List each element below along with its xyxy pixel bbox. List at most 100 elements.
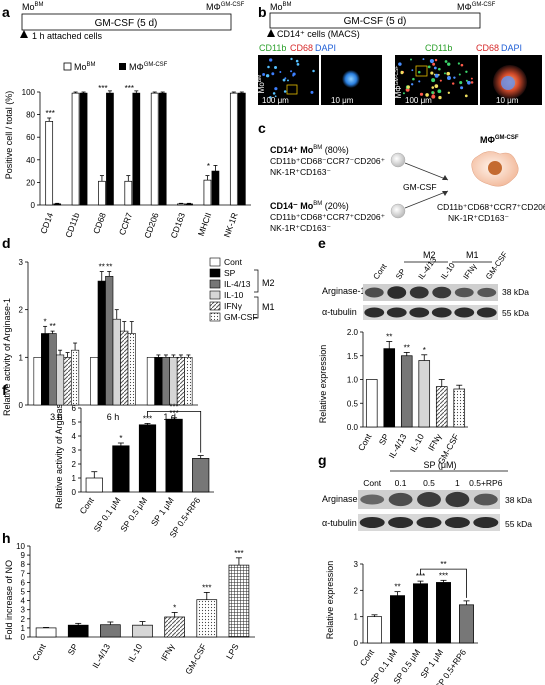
cell-dot [274,87,278,91]
y-tick-label-e: 1.0 [347,376,359,385]
legend-label-mphi: MΦGM-CSF [129,62,168,72]
sig-label-f: * [119,434,122,443]
blot-g-arginase-label: Arginase-1 [322,494,366,504]
bar-d [146,357,155,406]
y-tick-label-h: 1 [21,624,26,633]
band-tubulin-e [364,307,385,318]
cell-dot [267,65,270,69]
bar-e [400,355,413,428]
panel-e-blot: M2 M1 Cont SP IL-4/13 IL-10 IFNγ GM-CSF Argin… [322,250,529,320]
bar-a [185,203,193,206]
cd11b-label: CD11b [259,43,286,53]
gmcsf-arrow-label: GM-CSF [403,182,437,192]
y-tick-label-h: 3 [21,606,26,615]
band-tubulin-e [431,307,452,318]
x-tick-label-d: 3 h [50,412,63,422]
y-tick-label-g: 0 [354,639,359,648]
timeline-label: GM-CSF (5 d) [95,18,158,29]
lane-label-g: 0.5+RP6 [469,478,503,488]
band-arginase-g [417,492,441,507]
bar-d [154,357,163,406]
band-arginase-e [409,286,429,299]
x-tick-label-f: Cont [77,495,96,516]
panel-a-timeline: MoBM MΦGM-CSF GM-CSF (5 d) 1 h attached … [20,2,245,41]
bar-d [120,330,129,406]
legend-m2-bracket [254,269,259,293]
timeline-arrow-icon [20,30,28,38]
bar-h [164,616,185,638]
x-tick-label-e: IFNγ [426,431,444,452]
dapi-label-2: DAPI [501,43,522,53]
cell-dot [464,94,468,98]
mphi-row-label: MΦGM-CSF [394,66,403,99]
bar-f [165,418,183,493]
legend-swatch-d [209,268,221,278]
legend-label-mo: MoBM [74,62,96,72]
bar-h [100,624,121,638]
x-tick-label-e: IL-10 [408,432,426,454]
cell-dot [269,96,272,99]
band-tubulin-g [416,517,442,528]
cell-dot [422,58,425,61]
panel-g-blot: SP (μM) Cont 0.1 0.5 1 0.5+RP6 Arginase-1 α-… [322,460,532,531]
bar-a [45,121,54,206]
cell-dot [434,84,439,88]
x-tick-label-f: SP 1 μM [149,495,176,527]
panel-label-a: a [2,4,10,20]
panel-label-e: e [318,235,326,251]
cell-dot [429,58,434,64]
legend-label-d: Cont [224,257,243,267]
ylabel-e: Relative expression [318,345,328,424]
lane-label-e: GM-CSF [484,250,510,281]
bar-d [33,357,42,406]
y-tick-label-g: 3 [354,560,359,569]
y-tick-label-f: 2 [72,460,77,469]
x-tick-label-h: SP [66,642,80,657]
cell-dot [411,69,414,72]
y-tick-label-h: 10 [16,542,25,551]
y-tick-label-a: 100 [22,88,36,97]
bar-d [127,333,136,406]
bar-h [67,624,89,638]
blot-e-38kda: 38 kDa [502,287,529,297]
zoom-cell-blue [342,70,360,88]
mo-cell-dots [262,57,315,99]
bracket-label-f: *** [169,402,178,411]
ylabel-f: Relative activity of Arginase-1 [54,391,64,509]
bar-a [211,170,220,206]
cell-dot [296,62,300,66]
sig-label-a: * [207,162,210,171]
cell-dot [460,86,464,90]
lane-label-g: 0.5 [423,478,435,488]
panel-b-timeline: MoBM MΦGM-CSF GM-CSF (5 d) CD14⁺ cells (… [267,2,496,39]
cell-dot [272,92,276,95]
blot-e-tubulin-label: α-tubulin [322,307,357,317]
bar-d [176,357,185,406]
y-tick-label-f: 4 [72,432,77,441]
cell-dot [431,91,435,94]
y-tick-label-f: 0 [72,488,77,497]
y-tick-label-f: 3 [72,446,77,455]
timeline-box [21,13,232,31]
y-tick-label-a: 20 [26,178,35,187]
cell-dot [460,63,464,67]
sig-label-e: ** [386,333,392,342]
sig-label-g: ** [394,583,400,592]
panel-label-c: c [258,120,266,136]
cell-dot [459,81,463,85]
blot-g-bands [359,491,499,528]
lane-label-e: Cont [372,262,390,282]
cell-dot [409,58,412,61]
ylabel-h: Fold increase of NO [4,560,14,640]
band-arginase-g [473,493,498,506]
cell-dot [446,71,451,76]
cell-dot [274,95,277,98]
bar-h [196,599,218,638]
bar-e [365,379,378,428]
bracket-g [420,568,467,598]
lane-label-g: Cont [363,478,382,488]
cell-dot [425,93,429,97]
band-tubulin-e [386,307,407,318]
cd11b-label-2: CD11b [425,43,452,53]
cd14pos-line3: NK-1R⁺CD163⁻ [270,167,331,177]
